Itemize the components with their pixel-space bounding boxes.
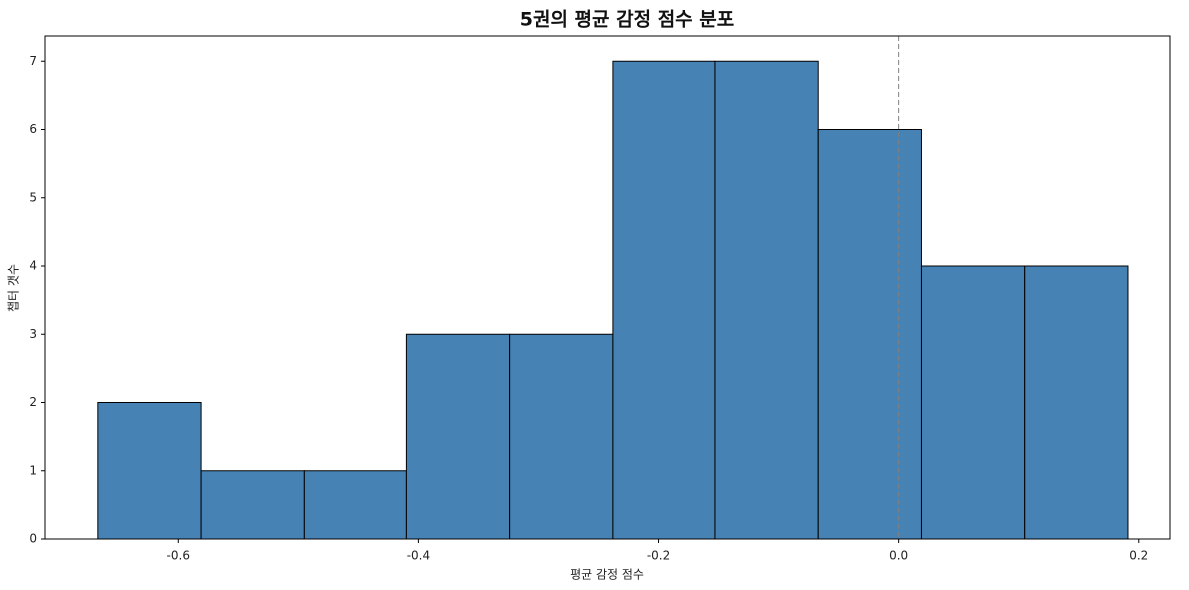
x-axis-label: 평균 감정 점수 [570, 568, 644, 582]
y-tick-label: 3 [29, 327, 37, 341]
plot-frame [44, 35, 1171, 540]
x-tick-label: 0.0 [889, 549, 908, 563]
bar [200, 470, 305, 540]
x-tick-label: -0.4 [407, 549, 430, 563]
y-tick-label: 1 [29, 463, 37, 477]
bar [303, 470, 407, 540]
x-tick-label: -0.6 [167, 549, 190, 563]
bar [1024, 265, 1129, 540]
y-tick-label: 4 [29, 259, 37, 273]
bar [714, 60, 819, 540]
bar [405, 333, 511, 540]
bar [920, 265, 1026, 540]
y-tick-label: 0 [29, 532, 37, 546]
y-tick-label: 6 [29, 122, 37, 136]
bar [509, 333, 614, 540]
y-tick-label: 5 [29, 190, 37, 204]
chart-title: 5권의 평균 감정 점수 분포 [520, 9, 734, 31]
x-tick-label: 0.2 [1129, 549, 1148, 563]
y-tick-label: 7 [29, 54, 37, 68]
bar [97, 402, 202, 540]
x-tick-label: -0.2 [647, 549, 670, 563]
bar [612, 60, 716, 540]
bar [817, 129, 922, 540]
y-axis-label: 챕터 갯수 [6, 264, 21, 312]
y-tick-label: 2 [29, 395, 37, 409]
